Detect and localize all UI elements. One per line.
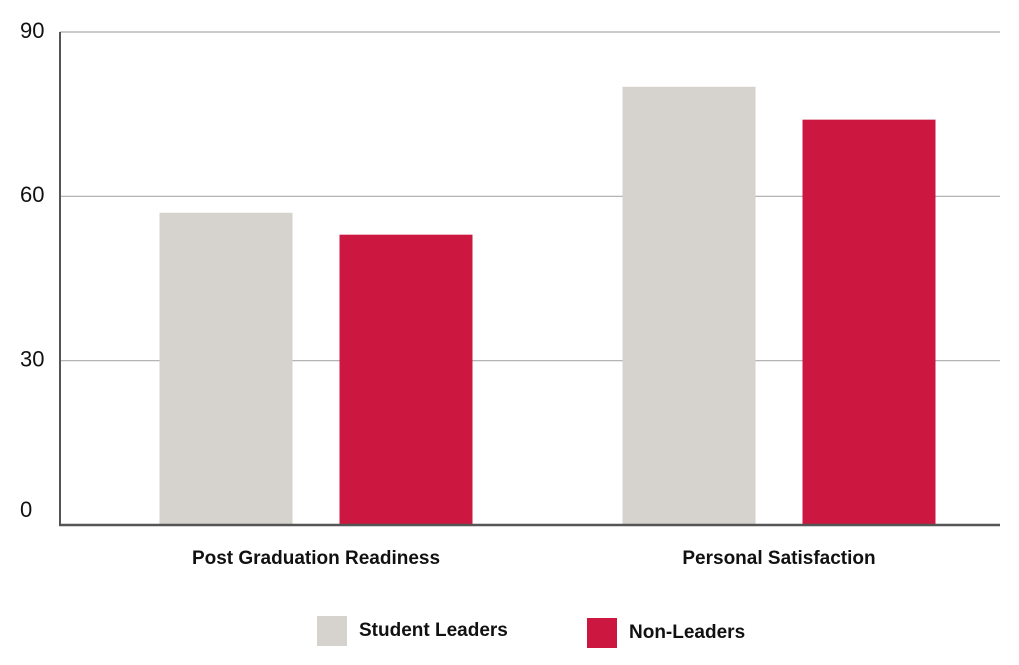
x-tick-label: Post Graduation Readiness xyxy=(192,548,440,569)
y-tick-label: 60 xyxy=(20,182,44,207)
bar xyxy=(159,212,293,525)
legend-label: Non-Leaders xyxy=(629,622,745,643)
x-tick-label: Personal Satisfaction xyxy=(682,548,875,569)
legend-label: Student Leaders xyxy=(359,620,508,641)
y-tick-label: 0 xyxy=(20,497,32,522)
y-tick-label: 30 xyxy=(20,346,44,371)
legend-swatch xyxy=(587,618,617,648)
bar xyxy=(339,234,473,525)
bar xyxy=(622,86,756,526)
bar xyxy=(802,119,936,526)
legend-swatch xyxy=(317,616,347,646)
y-tick-label: 90 xyxy=(20,18,44,43)
